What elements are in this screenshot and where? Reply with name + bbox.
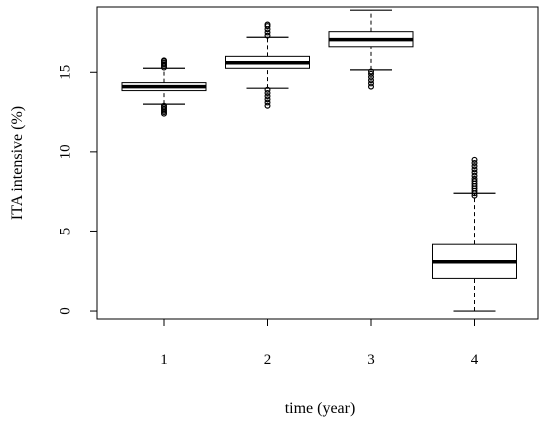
outlier-point — [264, 93, 271, 100]
outlier-point — [471, 172, 478, 179]
outlier-point — [264, 29, 271, 36]
outlier-point — [471, 169, 478, 176]
x-axis: 1 2 3 4 — [160, 318, 479, 368]
outlier-point — [264, 32, 271, 39]
y-axis: 0 5 10 15 — [57, 65, 98, 315]
outlier-point — [264, 86, 271, 93]
x-tick-label: 2 — [264, 352, 272, 368]
x-tick-label: 4 — [471, 352, 479, 368]
outlier-point — [368, 83, 375, 90]
box-group-2 — [225, 21, 310, 109]
outlier-point — [264, 89, 271, 96]
outlier-point — [161, 102, 168, 109]
outlier-point — [368, 70, 375, 77]
outlier-point — [368, 68, 375, 75]
outlier-point — [471, 160, 478, 167]
outlier-point — [161, 57, 168, 64]
outlier-point — [368, 80, 375, 87]
outlier-point — [471, 178, 478, 185]
outlier-point — [471, 156, 478, 163]
outlier-point — [264, 96, 271, 103]
chart-marks — [121, 9, 517, 312]
y-tick-label: 15 — [57, 65, 73, 80]
outlier-point — [264, 99, 271, 106]
outlier-point — [264, 21, 271, 28]
y-axis-label: ITA intensive (%) — [9, 106, 26, 220]
y-tick-label: 10 — [57, 144, 73, 159]
outlier-point — [471, 163, 478, 170]
outlier-point — [471, 175, 478, 182]
box-group-4 — [432, 156, 517, 312]
x-axis-label: time (year) — [285, 400, 356, 417]
x-tick-label: 1 — [160, 352, 168, 368]
box-group-3 — [328, 9, 414, 90]
y-tick-label: 5 — [57, 228, 73, 236]
outlier-point — [368, 77, 375, 84]
outlier-point — [368, 74, 375, 81]
outlier-point — [264, 102, 271, 109]
box-group-1 — [121, 57, 207, 117]
x-tick-label: 3 — [367, 352, 375, 368]
outlier-point — [471, 166, 478, 173]
y-tick-label: 0 — [57, 307, 73, 315]
